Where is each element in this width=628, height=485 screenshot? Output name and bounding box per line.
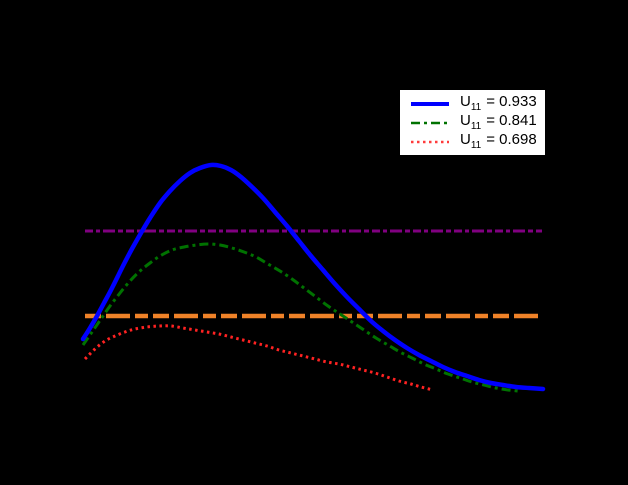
series-u11-0841 [81,242,519,393]
legend-label: U11 = 0.841 [460,112,537,132]
legend-dotted-line-icon [411,140,449,143]
series-u11-0933 [80,162,546,392]
series-u11-0698 [83,324,434,392]
legend: U11 = 0.933 U11 = 0.841 U11 = 0.698 [398,88,547,157]
legend-label: U11 = 0.698 [460,131,537,151]
legend-solid-line-icon [411,101,449,106]
legend-label: U11 = 0.933 [460,93,537,113]
legend-item: U11 = 0.698 [410,132,539,151]
legend-item: U11 = 0.841 [410,113,539,132]
legend-item: U11 = 0.933 [410,94,539,113]
legend-dash-dot-line-icon [411,121,449,124]
